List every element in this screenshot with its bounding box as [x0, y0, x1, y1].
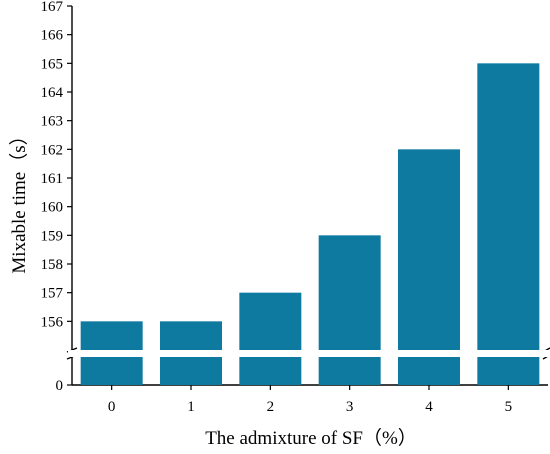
axis-break-gap: [68, 350, 550, 357]
ticks: 0 1 2 3 4 5 156 157 158 159 160 161 162 163 164 165 166 1…: [41, 0, 513, 415]
y-tick-label-163: 163: [41, 114, 64, 130]
bar-5: [477, 63, 540, 385]
bars: [68, 63, 550, 385]
y-tick-label-166: 166: [41, 28, 64, 44]
x-tick-label-5: 5: [505, 399, 513, 415]
y-tick-label-156: 156: [41, 314, 64, 330]
y-tick-label-167: 167: [41, 0, 64, 15]
y-tick-label-161: 161: [41, 171, 64, 187]
y-tick-label-164: 164: [41, 85, 64, 101]
x-tick-label-2: 2: [267, 399, 275, 415]
y-tick-label-0: 0: [56, 378, 64, 394]
x-tick-label-4: 4: [425, 399, 433, 415]
y-tick-label-159: 159: [41, 228, 64, 244]
x-tick-label-1: 1: [187, 399, 195, 415]
y-tick-label-165: 165: [41, 56, 64, 72]
y-tick-label-158: 158: [41, 257, 64, 273]
bar-3: [318, 235, 381, 385]
x-tick-label-0: 0: [108, 399, 116, 415]
bar-4: [398, 149, 460, 385]
y-tick-label-160: 160: [41, 200, 64, 216]
y-tick-label-157: 157: [41, 286, 64, 302]
y-tick-label-162: 162: [41, 142, 64, 158]
x-axis-title: The admixture of SF（%）: [205, 427, 417, 449]
x-tick-label-3: 3: [346, 399, 354, 415]
bar-2: [239, 292, 302, 385]
y-axis-title: Mixable time（s）: [8, 126, 30, 273]
